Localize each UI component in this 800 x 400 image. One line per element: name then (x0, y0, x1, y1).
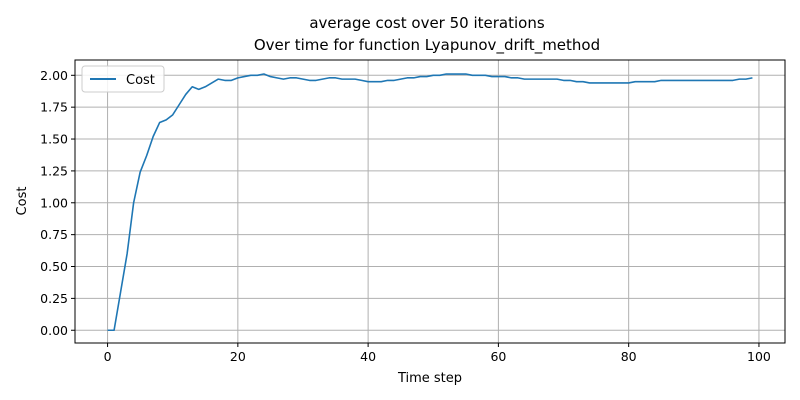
x-tick-label: 0 (104, 349, 112, 364)
y-tick-label: 0.25 (40, 291, 68, 306)
x-axis-label: Time step (397, 371, 462, 386)
grid (75, 60, 785, 343)
y-axis-label: Cost (15, 187, 30, 216)
y-tick-label: 1.25 (40, 163, 68, 178)
x-tick-label: 80 (621, 349, 637, 364)
y-tick-label: 1.75 (40, 100, 68, 115)
legend: Cost (81, 65, 165, 93)
x-tick-label: 20 (230, 349, 246, 364)
chart-subtitle: Over time for function Lyapunov_drift_me… (254, 36, 600, 55)
y-tick-label: 2.00 (40, 68, 68, 83)
y-tick-label: 0.75 (40, 227, 68, 242)
legend-label-cost: Cost (126, 73, 155, 88)
x-tick-label: 40 (360, 349, 376, 364)
x-axis-ticks: 0 20 40 60 80 100 (104, 343, 771, 364)
legend-box (81, 65, 165, 93)
chart-title: average cost over 50 iterations (309, 14, 545, 32)
y-tick-label: 1.50 (40, 132, 68, 147)
y-axis-ticks: 0.00 0.25 0.50 0.75 1.00 1.25 1.50 1.75 2.00 (40, 68, 75, 338)
plot-frame (74, 59, 786, 344)
y-tick-label: 0.00 (40, 323, 68, 338)
y-tick-label: 1.00 (40, 195, 68, 210)
y-tick-label: 0.50 (40, 259, 68, 274)
x-tick-label: 60 (490, 349, 506, 364)
x-tick-label: 100 (747, 349, 771, 364)
series-layer (107, 73, 753, 332)
series-line-cost (107, 73, 753, 332)
